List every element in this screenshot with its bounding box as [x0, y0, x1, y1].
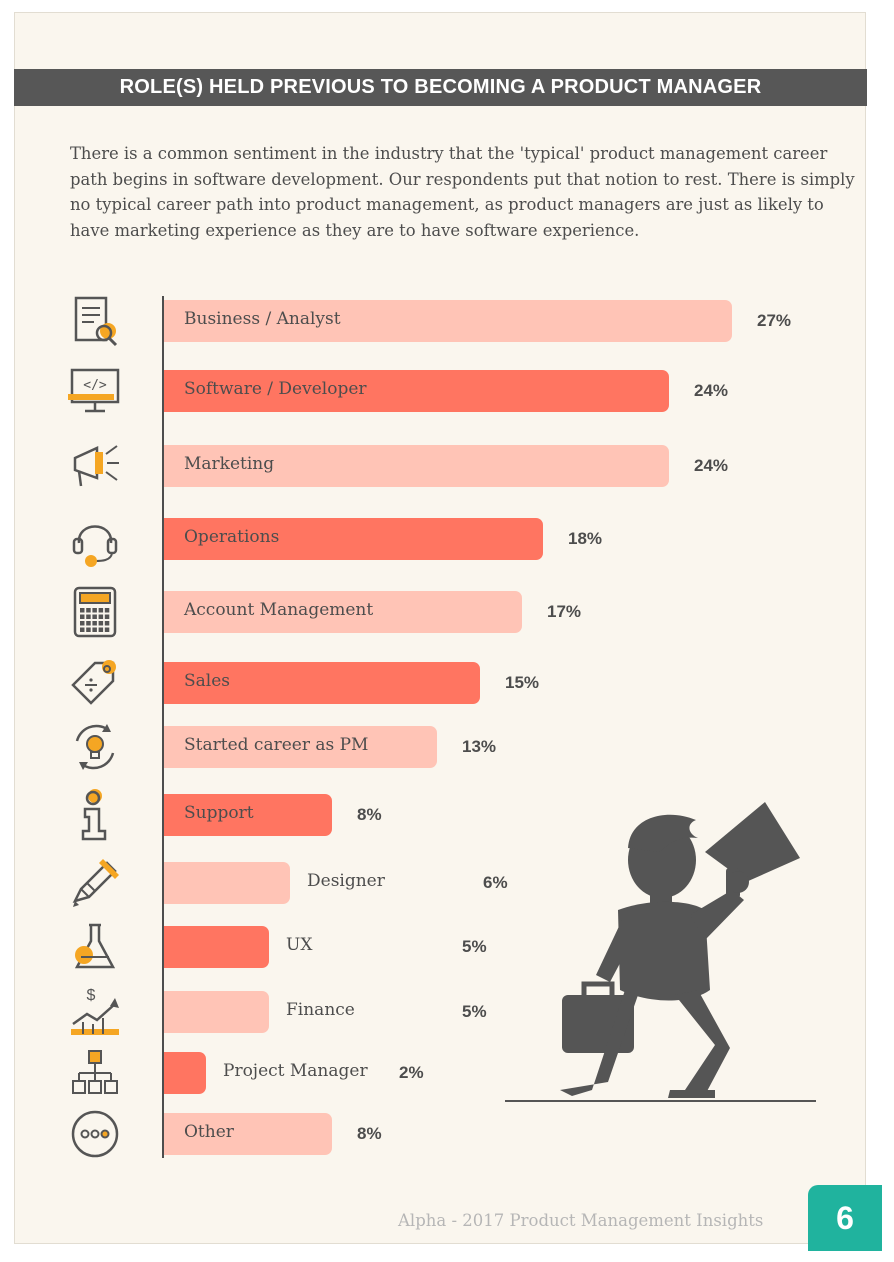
bar	[164, 794, 332, 836]
megaphone-icon	[67, 438, 123, 494]
bar	[164, 300, 732, 342]
bar-value-label: 5%	[462, 1002, 487, 1021]
bar	[164, 1052, 206, 1094]
bar	[164, 991, 269, 1033]
org-chart-icon	[67, 1045, 123, 1101]
bar-category-label: Marketing	[184, 454, 275, 474]
footer-text: Alpha - 2017 Product Management Insights	[398, 1211, 764, 1230]
bar	[164, 662, 480, 704]
bar-value-label: 5%	[462, 937, 487, 956]
intro-paragraph: There is a common sentiment in the indus…	[70, 144, 855, 240]
more-dots-icon	[67, 1106, 123, 1162]
headset-icon	[67, 511, 123, 567]
pencil-ruler-icon	[67, 855, 123, 911]
bar-category-label: Account Management	[184, 600, 374, 620]
bar-category-label: Sales	[184, 671, 231, 691]
code-monitor-icon: </>	[67, 363, 123, 419]
chart-axis-line	[162, 296, 164, 1158]
bar-category-label: Finance	[286, 1000, 355, 1020]
bar-value-label: 15%	[505, 673, 540, 692]
bar-category-label: Business / Analyst	[184, 309, 341, 329]
bar-value-label: 8%	[357, 805, 382, 824]
bar-value-label: 6%	[483, 873, 508, 892]
bar-value-label: 18%	[568, 529, 603, 548]
bar	[164, 1113, 332, 1155]
bar-category-label: Designer	[307, 871, 385, 891]
bar-category-label: Support	[184, 803, 254, 823]
person-megaphone-illustration	[500, 790, 820, 1110]
bar	[164, 862, 290, 904]
bar-value-label: 24%	[694, 381, 729, 400]
price-tag-icon	[67, 655, 123, 711]
calculator-icon	[67, 584, 123, 640]
bar-value-label: 2%	[399, 1063, 424, 1082]
bar-value-label: 17%	[547, 602, 582, 621]
bar	[164, 926, 269, 968]
bar	[164, 370, 669, 412]
bar-value-label: 27%	[757, 311, 792, 330]
flask-icon	[67, 919, 123, 975]
document-magnifier-icon	[67, 293, 123, 349]
page-number-badge: 6	[808, 1185, 882, 1251]
bar	[164, 726, 437, 768]
lightbulb-cycle-icon	[67, 719, 123, 775]
bar-value-label: 8%	[357, 1124, 382, 1143]
bar	[164, 445, 669, 487]
dollar-growth-chart-icon: $	[67, 984, 123, 1040]
bar-value-label: 13%	[462, 737, 497, 756]
page-title: ROLE(S) HELD PREVIOUS TO BECOMING A PROD…	[14, 69, 867, 106]
bar-category-label: Started career as PM	[184, 735, 369, 755]
bar-category-label: Software / Developer	[184, 379, 367, 399]
bar-category-label: Operations	[184, 527, 280, 547]
bar	[164, 518, 543, 560]
svg-text:$: $	[87, 987, 96, 1004]
bar	[164, 591, 522, 633]
bar-category-label: Other	[184, 1122, 234, 1142]
svg-text:</>: </>	[83, 378, 107, 393]
info-icon	[67, 787, 123, 843]
bar-value-label: 24%	[694, 456, 729, 475]
bar-category-label: UX	[286, 935, 313, 955]
bar-category-label: Project Manager	[223, 1061, 368, 1081]
